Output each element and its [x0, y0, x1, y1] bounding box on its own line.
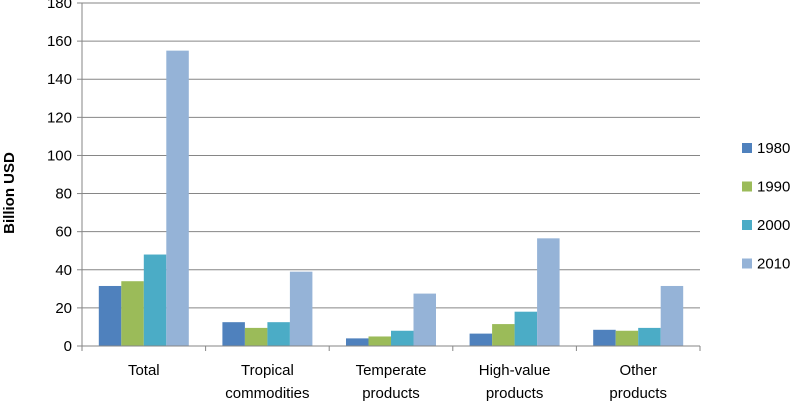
y-tick-label: 140 [47, 71, 72, 88]
legend-swatch-1980 [742, 143, 752, 153]
x-tick-label: Total [128, 362, 160, 379]
bar-2010 [413, 293, 436, 346]
x-tick-label: Temperate [356, 362, 427, 379]
legend: 1980 1990 2000 2010 [742, 140, 790, 273]
y-axis-label: Billion USD [1, 152, 18, 234]
x-tick-label: Other [619, 362, 657, 379]
legend-swatch-1990 [742, 181, 752, 192]
x-tick-label: Tropical [241, 362, 294, 379]
bar-1990 [615, 330, 639, 346]
y-tick-label: 20 [55, 300, 72, 317]
legend-swatch-2010 [742, 258, 752, 269]
y-tick-labels: 0 20 40 60 80 100 120 140 160 180 [47, 0, 72, 355]
bar-1980 [593, 329, 616, 346]
bar-2010 [289, 271, 313, 346]
y-tick-label: 60 [55, 224, 72, 241]
bar-1980 [469, 333, 493, 346]
axes [77, 2, 701, 351]
y-tick-label: 160 [47, 33, 72, 50]
bar-2000 [638, 327, 661, 346]
x-tick-label: High-value [479, 362, 551, 379]
x-tick-label: commodities [225, 385, 309, 402]
legend-label: 1980 [757, 140, 790, 157]
bar-1990 [492, 324, 515, 346]
x-tick-labels: Total Tropical commodities Temperate product… [128, 362, 667, 402]
bar-2000 [391, 330, 414, 346]
bar-1980 [98, 285, 122, 346]
y-tick-label: 100 [47, 147, 72, 164]
x-tick-label: products [609, 385, 667, 402]
x-tick-label: products [486, 385, 544, 402]
bar-2000 [267, 322, 290, 346]
bar-2010 [166, 50, 189, 347]
legend-label: 1990 [757, 179, 790, 196]
y-tick-label: 80 [55, 186, 72, 203]
legend-swatch-2000 [742, 220, 752, 230]
y-tick-label: 180 [47, 0, 72, 12]
y-tick-label: 40 [55, 262, 72, 279]
y-tick-label: 0 [64, 338, 72, 355]
bar-2000 [514, 311, 538, 346]
legend-label: 2010 [757, 256, 790, 273]
legend-label: 2000 [757, 217, 790, 234]
bar-1980 [346, 338, 369, 346]
bar-1990 [244, 327, 268, 346]
bar-2010 [537, 238, 560, 346]
x-tick-label: products [362, 385, 420, 402]
bar-1980 [222, 322, 245, 346]
y-tick-label: 120 [47, 109, 72, 126]
bar-1990 [368, 336, 391, 346]
bars [98, 50, 684, 347]
bar-1990 [121, 281, 144, 346]
bar-2000 [143, 254, 167, 346]
bar-2010 [660, 285, 684, 346]
